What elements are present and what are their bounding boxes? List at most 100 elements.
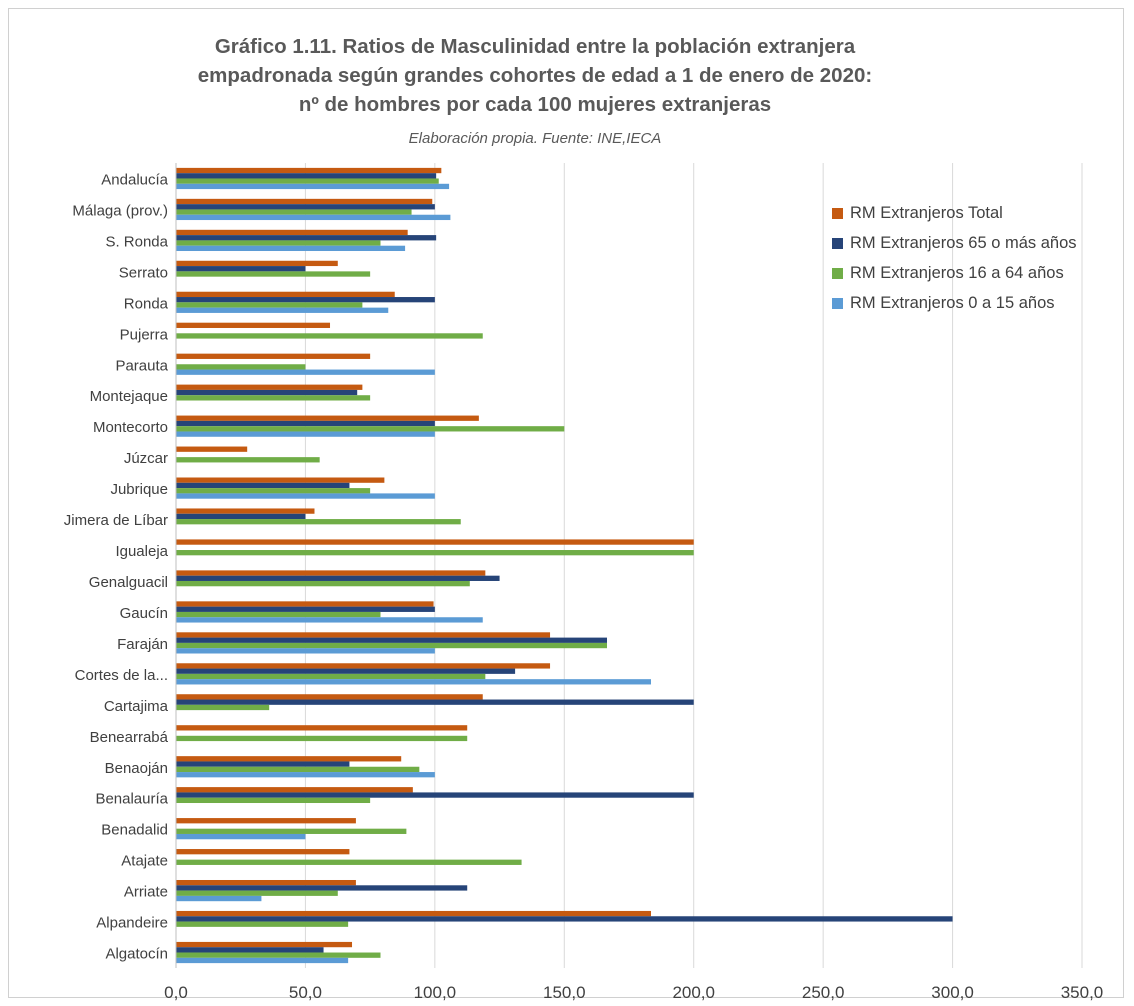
bar [176, 214, 451, 221]
category-labels: Andalucía Málaga (prov.) S. Ronda Serrato Ro… [64, 171, 169, 962]
bar [176, 679, 652, 685]
category-label: Benadalid [101, 822, 168, 839]
bar [176, 173, 437, 179]
bar [176, 229, 408, 236]
legend-swatch [832, 297, 843, 309]
bar [176, 431, 435, 437]
bar [176, 828, 407, 834]
category-label: Montecorto [93, 419, 168, 436]
bar [176, 297, 435, 303]
x-tick-label: 200,0 [672, 983, 715, 1002]
bar [176, 426, 565, 432]
bar [176, 353, 371, 359]
bar [176, 302, 363, 308]
category-label: Montejaque [90, 388, 168, 405]
bar [176, 369, 435, 375]
legend-label: RM Extranjeros 0 a 15 años [850, 293, 1055, 312]
bar [176, 457, 320, 463]
x-tick-label: 300,0 [931, 983, 974, 1002]
bar [176, 364, 306, 370]
bar [176, 611, 381, 618]
category-label: Faraján [117, 636, 168, 653]
bar [176, 735, 468, 742]
category-label: Atajate [121, 853, 168, 870]
category-label: Jimera de Líbar [64, 512, 168, 529]
chart-title-line-2: empadronada según grandes cohortes de ed… [197, 64, 873, 87]
legend-item: RM Extranjeros 0 a 15 años [832, 288, 1077, 318]
legend-label: RM Extranjeros Total [850, 203, 1003, 222]
category-label: Arriate [124, 884, 168, 901]
chart-title-line-3: nº de hombres por cada 100 mujeres extra… [298, 93, 772, 116]
bar [176, 446, 248, 452]
chart-title: Gráfico 1.11. Ratios de Masculinidad ent… [140, 32, 930, 119]
bar [176, 482, 350, 489]
category-label: Alpandeire [96, 915, 168, 932]
bars [176, 167, 953, 964]
bar [176, 606, 435, 612]
bar [176, 575, 500, 581]
category-label: Parauta [115, 357, 168, 374]
legend-item: RM Extranjeros 65 o más años [832, 228, 1077, 258]
bar [176, 952, 381, 958]
bar [176, 792, 694, 798]
bar [176, 663, 551, 669]
bar [176, 818, 356, 824]
legend-swatch [832, 207, 843, 219]
bar [176, 890, 338, 896]
bar [176, 761, 350, 767]
category-label: Júzcar [124, 450, 168, 467]
bar [176, 766, 420, 773]
bar [176, 420, 435, 427]
bar [176, 921, 349, 927]
legend-label: RM Extranjeros 16 a 64 años [850, 263, 1064, 282]
bar [176, 178, 439, 184]
chart-title-line-1: Gráfico 1.11. Ratios de Masculinidad ent… [214, 35, 856, 58]
category-label: Genalguacil [89, 574, 168, 591]
bar [176, 879, 356, 886]
bar [176, 673, 486, 680]
bar [176, 632, 551, 638]
bar [176, 167, 442, 174]
bar [176, 415, 479, 421]
x-tick-label: 250,0 [802, 983, 845, 1002]
bar [176, 580, 470, 587]
category-label: Algatocín [105, 946, 168, 963]
legend-label: RM Extranjeros 65 o más años [850, 233, 1077, 252]
bar [176, 240, 381, 246]
bar [176, 539, 694, 545]
category-label: Pujerra [120, 326, 169, 343]
bar [176, 384, 363, 390]
bar [176, 947, 324, 953]
x-tick-label: 0,0 [164, 983, 188, 1002]
bar [176, 941, 353, 948]
category-label: Benaoján [105, 760, 168, 777]
category-label: Andalucía [101, 171, 168, 188]
bar [176, 756, 402, 762]
x-tick-label: 50,0 [289, 983, 322, 1002]
bar [176, 477, 385, 483]
bar [176, 389, 358, 396]
bar [176, 245, 406, 252]
category-label: Benalauría [95, 791, 168, 808]
bar [176, 395, 371, 401]
bar [176, 183, 450, 190]
bar [176, 570, 486, 576]
bar [176, 322, 331, 328]
category-label: Cartajima [104, 698, 169, 715]
category-label: S. Ronda [105, 233, 168, 250]
x-tick-label: 100,0 [414, 983, 457, 1002]
bar [176, 519, 461, 525]
bar [176, 699, 694, 705]
bar [176, 493, 435, 499]
bar [176, 910, 652, 917]
bar [176, 488, 371, 494]
bar [176, 642, 607, 649]
legend-item: RM Extranjeros 16 a 64 años [832, 258, 1077, 288]
bar [176, 895, 262, 902]
bar [176, 648, 435, 654]
bar [176, 694, 483, 700]
bar [176, 637, 607, 643]
category-label: Jubrique [110, 481, 168, 498]
x-tick-label: 350,0 [1061, 983, 1104, 1002]
category-label: Serrato [119, 264, 168, 281]
